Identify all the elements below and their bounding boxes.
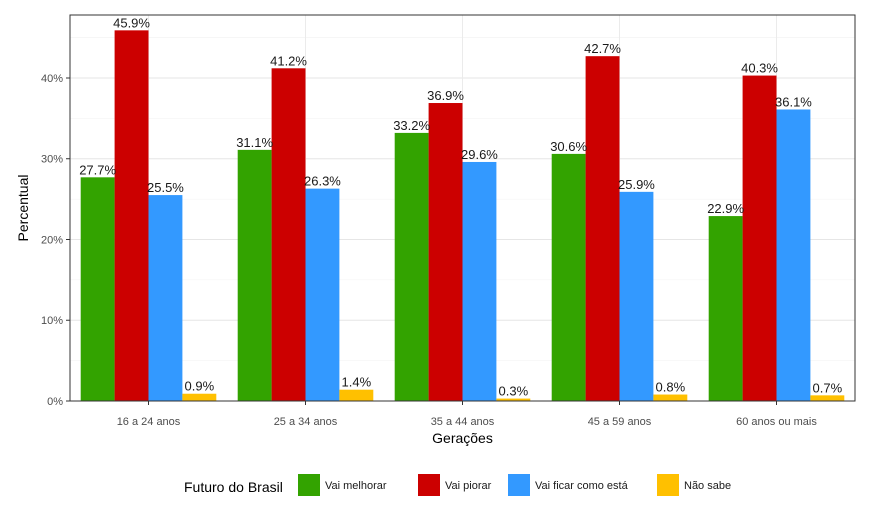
bar <box>742 75 777 401</box>
bar <box>237 149 272 401</box>
y-axis: 0% 10% 20% 30% 40% <box>41 73 70 408</box>
y-tick-label: 0% <box>47 396 63 408</box>
bar <box>182 393 217 401</box>
legend-label: Vai melhorar <box>325 480 387 492</box>
data-label: 41.2% <box>270 53 307 68</box>
data-label: 29.6% <box>461 147 498 162</box>
plot-area: 27.7% 45.9% 25.5% 0.9% 31.1% 41.2% 26.3% 1.4% 33… <box>69 14 856 402</box>
legend-swatch <box>418 474 440 496</box>
data-label: 1.4% <box>342 375 372 390</box>
legend-swatch <box>298 474 320 496</box>
legend-label: Vai piorar <box>445 480 492 492</box>
data-label: 31.1% <box>236 135 273 150</box>
x-tick-label: 25 a 34 anos <box>274 416 338 428</box>
bar <box>496 398 531 401</box>
bar <box>653 394 688 401</box>
legend-swatch <box>508 474 530 496</box>
legend-label: Vai ficar como está <box>535 480 629 492</box>
legend-swatch <box>657 474 679 496</box>
y-tick-label: 20% <box>41 234 63 246</box>
data-label: 0.3% <box>499 384 529 399</box>
data-label: 36.1% <box>775 94 812 109</box>
bar <box>585 56 620 401</box>
bar <box>80 177 115 401</box>
bar <box>551 153 586 401</box>
legend-label: Não sabe <box>684 480 731 492</box>
bar <box>428 103 463 401</box>
legend-title: Futuro do Brasil <box>184 479 283 495</box>
y-tick-label: 30% <box>41 154 63 166</box>
data-label: 0.9% <box>185 379 215 394</box>
data-label: 36.9% <box>427 88 464 103</box>
bar <box>776 109 811 401</box>
x-axis-title: Gerações <box>432 430 493 446</box>
data-label: 40.3% <box>741 61 778 76</box>
data-label: 30.6% <box>550 139 587 154</box>
y-tick-label: 40% <box>41 73 63 85</box>
x-tick-label: 60 anos ou mais <box>736 416 817 428</box>
data-label: 33.2% <box>393 118 430 133</box>
bar <box>394 132 429 401</box>
bar <box>339 389 374 401</box>
bars <box>80 30 845 402</box>
data-label: 25.9% <box>618 177 655 192</box>
legend: Futuro do Brasil Vai melhorar Vai piorar V… <box>184 474 731 496</box>
data-label: 27.7% <box>79 162 116 177</box>
bar <box>462 161 497 401</box>
data-label: 42.7% <box>584 41 621 56</box>
bar <box>810 395 845 401</box>
data-label: 45.9% <box>113 15 150 30</box>
bar <box>271 68 306 402</box>
data-label: 0.7% <box>813 380 843 395</box>
bar <box>148 195 183 401</box>
y-axis-title: Percentual <box>15 175 31 242</box>
x-tick-label: 45 a 59 anos <box>588 416 652 428</box>
x-tick-label: 16 a 24 anos <box>117 416 181 428</box>
x-axis: 16 a 24 anos 25 a 34 anos 35 a 44 anos 45 a… <box>117 401 817 428</box>
x-tick-label: 35 a 44 anos <box>431 416 495 428</box>
bar <box>114 30 149 401</box>
data-label: 22.9% <box>707 201 744 216</box>
bar <box>305 188 340 401</box>
y-tick-label: 10% <box>41 315 63 327</box>
bar <box>619 191 654 401</box>
bar <box>708 216 743 401</box>
data-label: 26.3% <box>304 174 341 189</box>
data-label: 25.5% <box>147 180 184 195</box>
data-label: 0.8% <box>656 380 686 395</box>
data-labels: 27.7% 45.9% 25.5% 0.9% 31.1% 41.2% 26.3% 1.4% 33… <box>79 15 842 398</box>
